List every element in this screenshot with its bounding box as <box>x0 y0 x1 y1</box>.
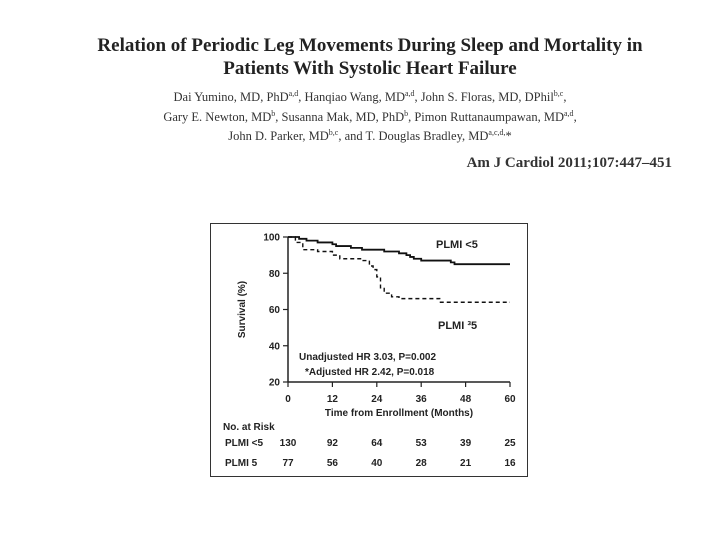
author-text: , Pimon Ruttanaumpawan, MD <box>408 109 564 124</box>
risk-value: 16 <box>504 458 516 469</box>
title-line-1: Relation of Periodic Leg Movements Durin… <box>97 35 643 56</box>
risk-value: 21 <box>460 458 472 469</box>
x-axis-title: Time from Enrollment (Months) <box>325 408 473 419</box>
risk-value: 25 <box>504 438 516 449</box>
title-line-2: Patients With Systolic Heart Failure <box>223 58 517 79</box>
author-line-1: Dai Yumino, MD, PhDa,d, Hanqiao Wang, MD… <box>110 86 630 106</box>
risk-table-heading: No. at Risk <box>223 422 275 433</box>
survival-chart: 20 40 60 80 100 0 12 24 36 48 60 Time from Enrollme… <box>223 233 516 470</box>
affiliation-marker: b <box>271 108 276 118</box>
author-text: , <box>563 90 567 105</box>
survival-curve-plmi-ge5 <box>288 236 510 303</box>
risk-value: 28 <box>416 458 428 469</box>
affiliation-marker: b <box>404 108 409 118</box>
series-label-plmi-ge5: PLMI ³5 <box>438 320 477 332</box>
x-tick-label: 48 <box>460 394 472 405</box>
series-label-plmi-lt5: PLMI <5 <box>436 239 478 251</box>
y-tick-label: 100 <box>263 233 280 244</box>
author-text: , <box>573 109 577 124</box>
author-text: * <box>505 129 512 144</box>
affiliation-marker: b,c <box>328 128 339 138</box>
affiliation-marker: a,d <box>288 89 299 98</box>
affiliation-marker: a,d <box>564 108 574 118</box>
hr-unadjusted: Unadjusted HR 3.03, P=0.002 <box>299 352 436 363</box>
x-tick-label: 0 <box>285 394 291 405</box>
risk-value: 92 <box>327 438 339 449</box>
affiliation-marker: b,c <box>553 89 564 98</box>
hr-adjusted: *Adjusted HR 2.42, P=0.018 <box>305 367 435 378</box>
x-tick-label: 24 <box>371 394 383 405</box>
author-text: , and T. Douglas Bradley, MD <box>338 129 489 144</box>
author-list: Dai Yumino, MD, PhDa,d, Hanqiao Wang, MD… <box>110 86 630 145</box>
author-text: John D. Parker, MD <box>228 129 329 144</box>
risk-value: 130 <box>280 438 297 449</box>
paper-title: Relation of Periodic Leg Movements Durin… <box>60 34 680 80</box>
x-tick-label: 36 <box>416 394 428 405</box>
journal-citation: Am J Cardiol 2011;107:447–451 <box>466 155 672 171</box>
y-tick-label: 80 <box>269 269 281 280</box>
author-line-2: Gary E. Newton, MDb, Susanna Mak, MD, Ph… <box>110 106 630 126</box>
author-text: , John S. Floras, MD, DPhil <box>414 90 554 105</box>
y-tick-label: 20 <box>269 378 281 389</box>
author-text: , Susanna Mak, MD, PhD <box>275 109 405 124</box>
risk-value: 53 <box>416 438 428 449</box>
author-text: , Hanqiao Wang, MD <box>298 90 405 105</box>
risk-value: 56 <box>327 458 339 469</box>
affiliation-marker: a,c,d, <box>488 128 506 138</box>
survival-figure: 20 40 60 80 100 0 12 24 36 48 60 Time from Enrollme… <box>210 223 528 477</box>
risk-value: 40 <box>371 458 383 469</box>
y-tick-label: 60 <box>269 305 281 316</box>
author-text: Dai Yumino, MD, PhD <box>173 90 289 105</box>
risk-row-label: PLMI <5 <box>225 438 264 449</box>
survival-curve-plmi-lt5 <box>288 236 510 266</box>
risk-row-label: PLMI 5 <box>225 458 258 469</box>
author-text: Gary E. Newton, MD <box>163 109 272 124</box>
risk-value: 64 <box>371 438 383 449</box>
x-tick-label: 12 <box>327 394 339 405</box>
risk-value: 39 <box>460 438 472 449</box>
author-line-3: John D. Parker, MDb,c, and T. Douglas Br… <box>110 125 630 145</box>
affiliation-marker: a,d <box>404 89 415 98</box>
y-axis-title: Survival (%) <box>237 281 248 338</box>
y-tick-label: 40 <box>269 341 281 352</box>
risk-value: 77 <box>282 458 294 469</box>
x-tick-label: 60 <box>504 394 516 405</box>
